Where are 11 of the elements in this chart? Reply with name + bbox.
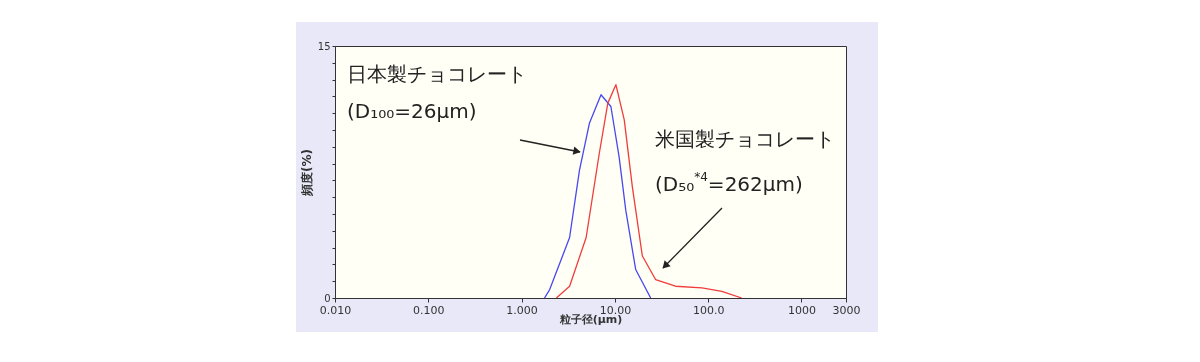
y-axis-title: 頻度(%) xyxy=(299,149,314,197)
x-tick-label: 100.0 xyxy=(692,303,725,317)
x-tick-label: 0.010 xyxy=(319,303,352,317)
annotation: 日本製チョコレート (D₁₀₀=26μm) xyxy=(347,62,527,123)
x-tick-label: 1.000 xyxy=(506,303,538,317)
x-tick-label: 0.100 xyxy=(413,303,445,317)
x-tick-label: 3000 xyxy=(832,303,861,317)
x-axis-title: 粒子径(μm) xyxy=(558,312,623,326)
y-tick-label: 0 xyxy=(324,292,331,304)
y-tick-label: 15 xyxy=(317,40,331,52)
x-tick-label: 1000 xyxy=(787,303,816,317)
